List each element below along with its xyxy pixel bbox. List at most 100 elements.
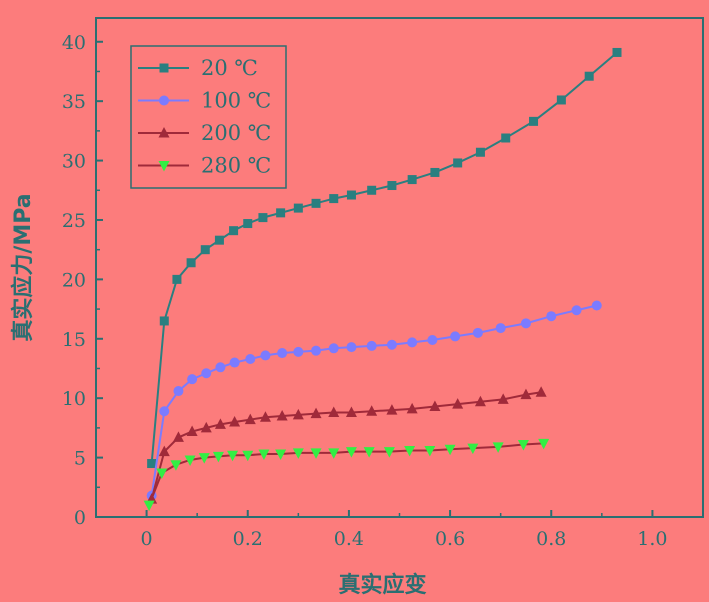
series-line: [150, 304, 598, 496]
y-tick-label: 20: [62, 269, 86, 291]
data-point: [383, 447, 395, 458]
data-point: [293, 346, 304, 357]
data-point: [345, 447, 357, 458]
data-point: [292, 448, 304, 459]
legend: 20 ℃ 100 ℃ 200 ℃ 280 ℃: [130, 45, 287, 189]
y-tick-label: 5: [74, 448, 86, 470]
data-point: [311, 345, 322, 356]
data-point: [311, 198, 321, 208]
data-point: [259, 411, 271, 422]
data-point: [260, 350, 271, 361]
data-point: [387, 181, 397, 191]
data-point: [200, 245, 210, 255]
x-tick-label: 0.8: [536, 528, 566, 550]
data-point: [345, 406, 357, 417]
data-point: [147, 459, 157, 469]
legend-label: 200 ℃: [201, 121, 271, 145]
data-point: [186, 425, 198, 436]
y-tick-label: 35: [62, 91, 86, 113]
data-point: [276, 208, 286, 218]
data-point: [143, 500, 155, 512]
data-point: [366, 405, 378, 416]
data-point: [444, 444, 456, 456]
data-point: [346, 342, 357, 353]
y-axis-ticks: 0 5 10 15 20 25 30 35 40: [62, 32, 103, 529]
data-point: [201, 368, 212, 379]
legend-item: 100 ℃: [138, 89, 271, 113]
data-point: [329, 194, 339, 204]
data-point: [156, 468, 168, 480]
data-point: [367, 185, 377, 195]
data-point: [187, 374, 198, 385]
x-tick-label: 0.2: [233, 528, 263, 550]
series-line: [148, 442, 544, 506]
data-point: [229, 357, 240, 368]
data-point: [292, 408, 304, 420]
data-point: [245, 353, 256, 364]
data-point: [529, 116, 539, 126]
data-point: [452, 398, 464, 409]
data-point: [407, 337, 418, 348]
data-point: [427, 334, 438, 345]
x-tick-label: 0: [141, 528, 153, 550]
y-axis-title: 真实应力/MPa: [10, 193, 36, 341]
data-point: [474, 395, 486, 407]
data-point: [407, 175, 417, 185]
data-point: [215, 362, 226, 373]
x-axis-ticks: 0 0.2 0.4 0.6 0.8 1.0: [95, 510, 704, 550]
data-point: [310, 407, 322, 419]
series-layer: [143, 47, 622, 512]
data-point: [612, 47, 622, 57]
data-point: [546, 311, 557, 322]
data-point: [310, 448, 322, 459]
data-point: [406, 402, 418, 414]
data-point: [495, 323, 506, 334]
series-line: [150, 51, 618, 464]
data-point: [212, 451, 224, 463]
data-point: [158, 445, 170, 457]
data-point: [198, 453, 210, 464]
data-point: [173, 386, 184, 397]
data-point: [346, 190, 356, 200]
data-point: [517, 440, 529, 451]
data-point: [186, 258, 196, 268]
data-point: [276, 410, 288, 421]
data-point: [172, 274, 182, 284]
legend-label: 100 ℃: [201, 89, 271, 113]
data-point: [170, 460, 182, 471]
data-point: [184, 455, 196, 466]
data-point: [430, 167, 440, 177]
data-point: [404, 445, 416, 457]
series-1: [146, 300, 602, 501]
legend-marker: [158, 127, 170, 138]
data-point: [328, 406, 340, 417]
series-line: [150, 391, 542, 500]
data-point: [520, 318, 531, 329]
data-point: [214, 235, 224, 245]
x-tick-label: 0.6: [435, 528, 465, 550]
data-point: [556, 95, 566, 105]
data-point: [214, 418, 226, 429]
data-point: [584, 71, 594, 81]
data-point: [386, 339, 397, 350]
x-tick-label: 0.4: [334, 528, 364, 550]
y-tick-label: 25: [62, 210, 86, 232]
data-point: [244, 413, 256, 425]
data-point: [492, 442, 504, 453]
legend-label: 280 ℃: [201, 154, 271, 178]
series-2: [146, 386, 547, 504]
data-point: [497, 393, 509, 404]
data-point: [591, 300, 602, 311]
data-point: [229, 415, 241, 427]
data-point: [258, 449, 270, 461]
legend-marker: [158, 161, 170, 172]
data-point: [424, 445, 436, 457]
series-0: [147, 47, 622, 469]
data-point: [520, 388, 532, 400]
data-point: [535, 386, 547, 397]
y-tick-label: 0: [74, 507, 86, 529]
data-point: [229, 226, 239, 236]
data-point: [242, 450, 254, 462]
data-point: [472, 327, 483, 338]
